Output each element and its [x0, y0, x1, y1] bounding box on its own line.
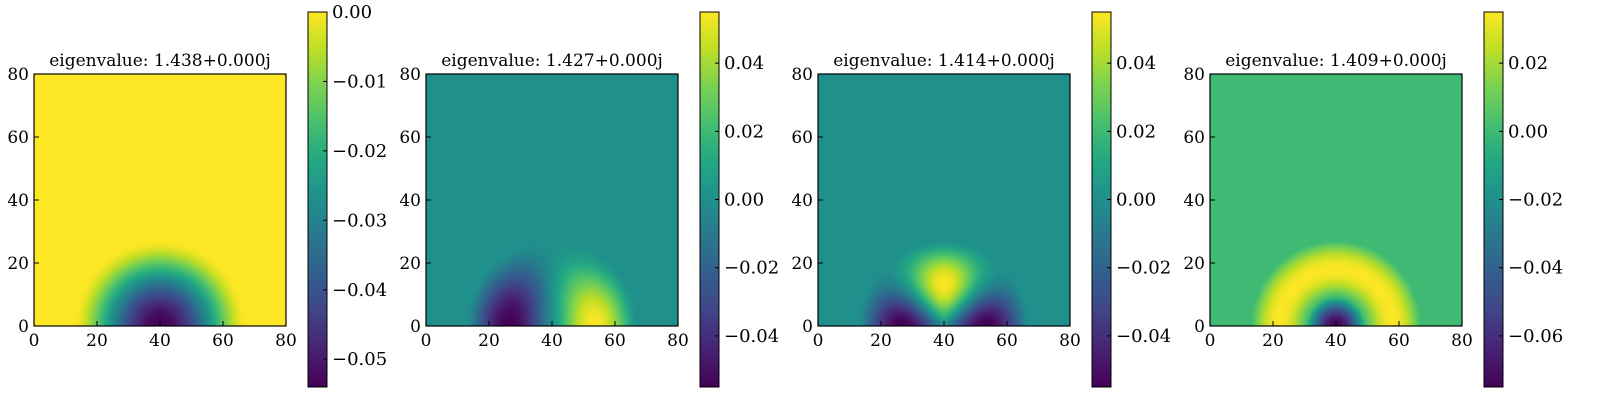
x-tick-label: 80 — [1059, 331, 1081, 351]
colorbar-tick-label: 0.02 — [1116, 121, 1156, 142]
colorbar-tick-label: 0.00 — [1116, 190, 1156, 211]
subplot-4: eigenvalue: 1.409+0.000j 0 20 40 60 80 0 20 40 60… — [1183, 11, 1563, 388]
x-tick-label: 40 — [541, 331, 563, 351]
colorbar-tick-label: −0.02 — [1508, 190, 1563, 211]
colorbar-tick-label: −0.06 — [1508, 326, 1563, 347]
y-tick-label: 80 — [791, 65, 813, 85]
y-tick-label: 40 — [399, 191, 421, 211]
plot-title: eigenvalue: 1.409+0.000j — [1225, 51, 1447, 71]
subplot-2: eigenvalue: 1.427+0.000j 0 20 40 60 80 0 20 40 60… — [399, 11, 779, 388]
y-tick-label: 60 — [7, 128, 29, 148]
x-tick-label: 0 — [421, 331, 432, 351]
colorbar-tick-label: −0.04 — [1508, 258, 1563, 279]
colorbar-tick-label: 0.04 — [1116, 53, 1156, 74]
colorbar-tick-label: 0.02 — [724, 121, 764, 142]
x-tick-label: 0 — [813, 331, 824, 351]
colorbar-tick-label: −0.04 — [332, 280, 387, 301]
x-tick-label: 80 — [1451, 331, 1473, 351]
x-tick-label: 60 — [996, 331, 1018, 351]
y-tick-label: 60 — [791, 128, 813, 148]
colorbar-tick-label: 0.02 — [1508, 53, 1548, 74]
y-tick-label: 0 — [1194, 317, 1205, 337]
y-tick-label: 20 — [399, 254, 421, 274]
x-tick-label: 80 — [275, 331, 297, 351]
plot-title: eigenvalue: 1.414+0.000j — [833, 51, 1055, 71]
colorbar-tick-label: 0.00 — [724, 190, 764, 211]
y-tick-label: 20 — [1183, 254, 1205, 274]
colorbar-tick-label: −0.02 — [724, 258, 779, 279]
y-tick-label: 40 — [791, 191, 813, 211]
colorbar-tick-label: −0.01 — [332, 71, 387, 92]
colorbar-tick-label: 0.00 — [332, 2, 372, 23]
colorbar-tick-label: −0.05 — [332, 349, 387, 370]
colorbar-tick-label: 0.00 — [1508, 121, 1548, 142]
y-tick-label: 80 — [7, 65, 29, 85]
x-tick-label: 60 — [1388, 331, 1410, 351]
colorbar-tick-label: −0.02 — [332, 141, 387, 162]
y-tick-label: 80 — [399, 65, 421, 85]
x-tick-label: 20 — [86, 331, 108, 351]
x-tick-label: 20 — [870, 331, 892, 351]
colorbar-tick-label: −0.03 — [332, 210, 387, 231]
y-tick-label: 20 — [791, 254, 813, 274]
x-tick-label: 40 — [933, 331, 955, 351]
x-tick-label: 20 — [1262, 331, 1284, 351]
x-tick-label: 60 — [212, 331, 234, 351]
colorbar-tick-label: −0.02 — [1116, 258, 1171, 279]
subplot-1: eigenvalue: 1.438+0.000j 0 20 40 60 80 0 20 40 60… — [7, 2, 387, 388]
heatmap-image — [1210, 74, 1462, 326]
subplot-3: eigenvalue: 1.414+0.000j 0 20 40 60 80 0 20 40 60… — [791, 11, 1171, 388]
heatmap-image — [818, 74, 1070, 326]
y-tick-label: 20 — [7, 254, 29, 274]
colorbar — [307, 11, 328, 388]
x-tick-label: 40 — [1325, 331, 1347, 351]
y-tick-label: 60 — [399, 128, 421, 148]
y-tick-label: 0 — [18, 317, 29, 337]
x-tick-label: 0 — [1205, 331, 1216, 351]
y-tick-label: 60 — [1183, 128, 1205, 148]
y-tick-label: 0 — [802, 317, 813, 337]
x-tick-label: 40 — [149, 331, 171, 351]
x-tick-label: 0 — [29, 331, 40, 351]
x-tick-label: 20 — [478, 331, 500, 351]
heatmap-image — [426, 74, 678, 326]
y-tick-label: 40 — [7, 191, 29, 211]
x-tick-label: 60 — [604, 331, 626, 351]
x-tick-label: 80 — [667, 331, 689, 351]
y-tick-label: 40 — [1183, 191, 1205, 211]
y-tick-label: 80 — [1183, 65, 1205, 85]
plot-title: eigenvalue: 1.427+0.000j — [441, 51, 663, 71]
heatmap-image — [34, 74, 286, 326]
colorbar-tick-label: 0.04 — [724, 53, 764, 74]
colorbar-tick-label: −0.04 — [724, 326, 779, 347]
y-tick-label: 0 — [410, 317, 421, 337]
colorbar-tick-label: −0.04 — [1116, 326, 1171, 347]
plot-title: eigenvalue: 1.438+0.000j — [49, 51, 271, 71]
